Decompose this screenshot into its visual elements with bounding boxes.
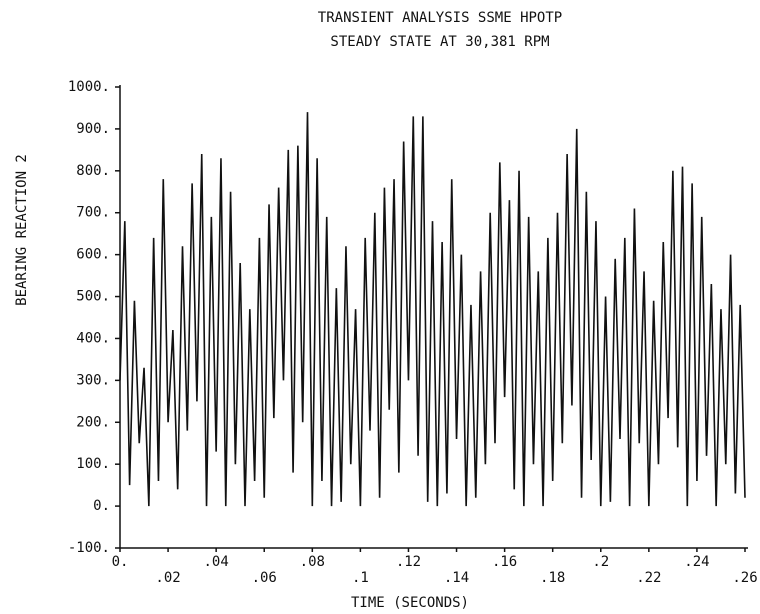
x-axis-label: TIME (SECONDS) [351,595,469,611]
y-tick-label: 1000. [68,79,110,95]
y-tick-label: 600. [76,247,110,263]
x-tick-label: .18 [540,570,565,586]
x-tick-label: .26 [732,570,757,586]
x-tick-label: 0. [112,554,129,570]
y-tick-label: 700. [76,205,110,221]
y-tick-label: 800. [76,163,110,179]
x-tick-label: .08 [300,554,325,570]
x-tick-label: .14 [444,570,469,586]
x-tick-label: .1 [352,570,369,586]
data-line [119,112,746,507]
chart-subtitle: STEADY STATE AT 30,381 RPM [330,34,549,50]
x-tick-label: .22 [636,570,661,586]
x-tick-label: .24 [684,554,709,570]
y-tick-label: 300. [76,372,110,388]
x-tick-label: .16 [492,554,517,570]
x-tick-label: .06 [252,570,277,586]
y-tick-label: 100. [76,456,110,472]
y-tick-label: 900. [76,121,110,137]
y-tick-label: 200. [76,414,110,430]
x-tick-label: .04 [204,554,229,570]
x-tick-label: .02 [155,570,180,586]
y-tick-label: 0. [93,498,110,514]
x-tick-label: .2 [592,554,609,570]
y-axis-label: BEARING REACTION 2 [14,154,30,306]
y-tick-label: 500. [76,289,110,305]
chart-title: TRANSIENT ANALYSIS SSME HPOTP [318,10,562,26]
x-tick-label: .12 [396,554,421,570]
y-tick-label: -100. [68,540,110,556]
y-tick-label: 400. [76,330,110,346]
